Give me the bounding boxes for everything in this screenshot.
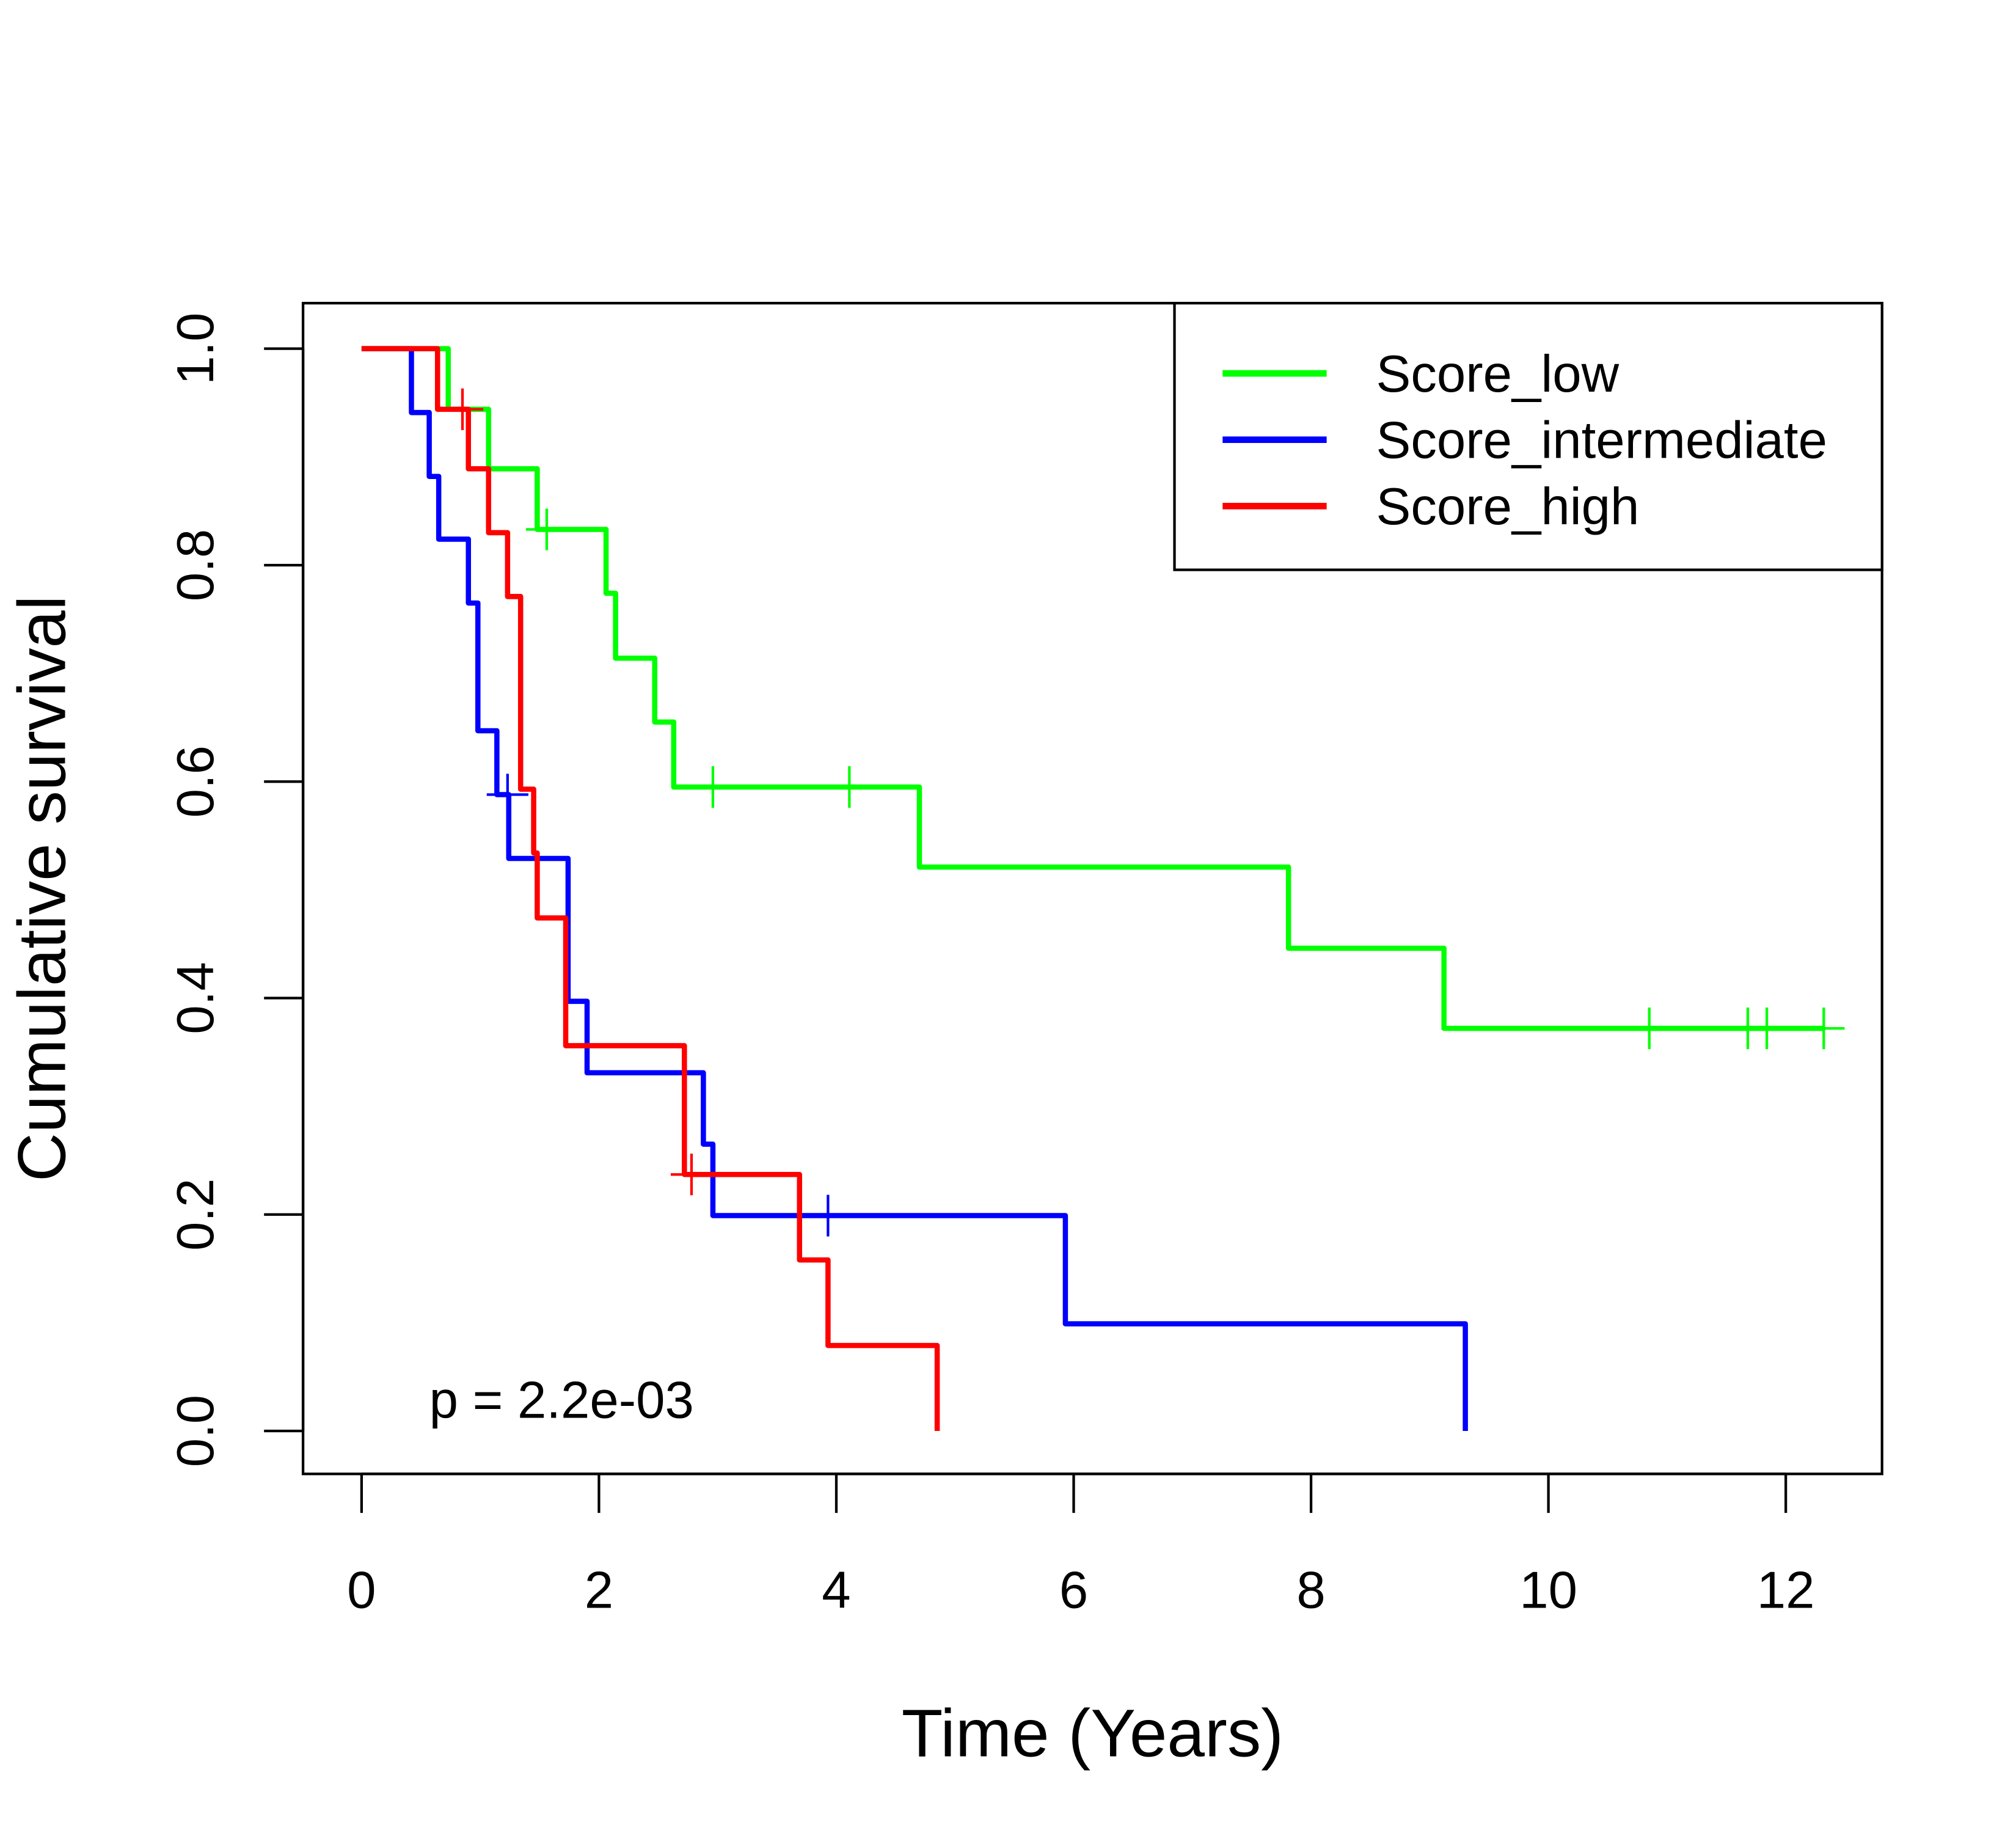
legend-label: Score_low xyxy=(1376,345,1620,403)
y-tick-label: 0.8 xyxy=(167,529,225,601)
y-tick-label: 0.2 xyxy=(167,1179,225,1251)
series-line-Score_low xyxy=(361,346,1824,1031)
x-tick-label: 2 xyxy=(585,1562,613,1620)
x-tick-label: 0 xyxy=(347,1562,376,1620)
y-tick-label: 0.0 xyxy=(167,1395,225,1467)
p-value-annotation: p = 2.2e-03 xyxy=(429,1372,694,1430)
x-tick-label: 10 xyxy=(1519,1562,1577,1620)
legend-label: Score_intermediate xyxy=(1376,412,1827,470)
x-tick-label: 4 xyxy=(822,1562,850,1620)
legend-label: Score_high xyxy=(1376,478,1640,536)
legend: Score_low Score_intermediate Score_high xyxy=(1173,302,1883,571)
x-tick-label: 12 xyxy=(1757,1562,1815,1620)
y-tick-label: 1.0 xyxy=(167,312,225,384)
x-tick-label: 6 xyxy=(1059,1562,1088,1620)
y-tick-label: 0.4 xyxy=(167,962,225,1034)
y-tick-label: 0.6 xyxy=(167,745,225,818)
x-axis-label: Time (Years) xyxy=(902,1696,1284,1771)
x-tick-label: 8 xyxy=(1296,1562,1325,1620)
y-axis-label: Cumulative survival xyxy=(4,595,79,1182)
series-line-Score_high xyxy=(361,346,940,1432)
